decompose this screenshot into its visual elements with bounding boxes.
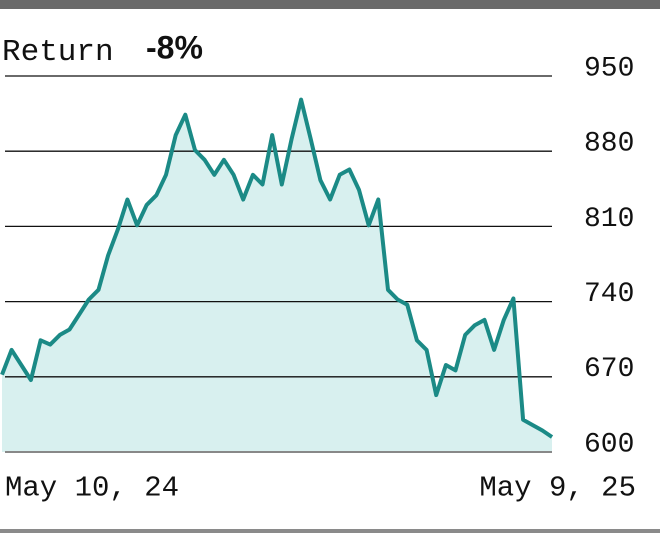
x-tick-label: May 10, 24 — [5, 472, 179, 505]
top-bar — [0, 0, 660, 9]
chart-title: Return — [2, 35, 114, 70]
y-tick-label: 670 — [584, 354, 634, 385]
y-tick-label: 810 — [584, 204, 634, 235]
bottom-border — [0, 529, 660, 533]
line — [0, 97, 554, 439]
y-tick-label: 950 — [584, 53, 634, 84]
x-tick-label: May 9, 25 — [479, 472, 636, 505]
plot-area — [0, 75, 554, 453]
area — [2, 99, 552, 452]
y-tick-label: 600 — [584, 429, 634, 460]
y-tick-label: 740 — [584, 279, 634, 310]
return-value: -8% — [146, 29, 203, 65]
y-tick-label: 880 — [584, 129, 634, 160]
